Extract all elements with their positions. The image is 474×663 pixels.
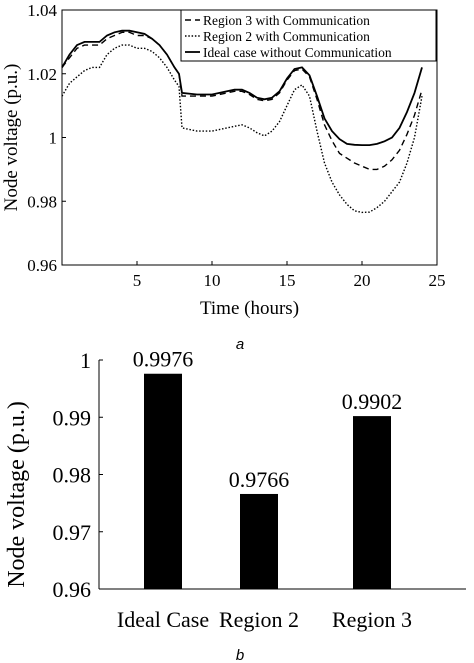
x-tick-label: 10 (204, 271, 221, 290)
series-line-2 (61, 44, 423, 214)
y-tick-label: 0.98 (27, 192, 57, 211)
data-labels: 0.9976 0.9766 0.9902 (133, 347, 403, 492)
y-tick-label: 0.96 (27, 256, 57, 275)
series-line-1 (61, 31, 423, 171)
bar-1 (144, 373, 182, 589)
x-tick-label: 25 (429, 271, 446, 290)
x-ticks: 5 10 15 20 25 (133, 261, 446, 290)
panel-label: b (236, 647, 244, 663)
bar-data-label: 0.9766 (229, 467, 290, 492)
legend-entry: Region 3 with Communication (203, 13, 370, 28)
y-tick-label: 1 (80, 348, 91, 373)
line-chart-panel: 5 10 15 20 25 0.96 0.98 1 1.02 1.04 Time (hours)… (1, 1, 446, 353)
panel-label: a (236, 336, 244, 353)
y-axis-label: Node voltage (p.u.) (1, 64, 22, 212)
x-tick-label: 20 (354, 271, 371, 290)
y-tick-label: 0.96 (53, 577, 92, 602)
y-tick-label: 1.02 (27, 65, 57, 84)
x-tick-label: 5 (133, 271, 142, 290)
category-label: Region 3 (332, 607, 412, 632)
y-ticks: 0.96 0.98 1 1.02 1.04 (27, 1, 66, 275)
legend-box (180, 9, 437, 62)
y-axis-label: Node voltage (p.u.) (4, 401, 30, 588)
bar-data-label: 0.9902 (342, 389, 403, 414)
category-labels: Ideal Case Region 2 Region 3 (117, 607, 412, 632)
y-tick-label: 1 (49, 129, 58, 148)
category-label: Ideal Case (117, 607, 209, 632)
y-ticks: 0.96 0.97 0.98 0.99 1 (53, 348, 103, 602)
y-tick-label: 0.98 (53, 463, 92, 488)
legend-entry: Ideal case without Communication (203, 45, 392, 60)
y-tick-label: 0.99 (53, 405, 92, 430)
bars (144, 373, 391, 589)
bar-data-label: 0.9976 (133, 347, 194, 372)
y-tick-label: 1.04 (27, 1, 57, 20)
category-label: Region 2 (219, 607, 299, 632)
x-axis-label: Time (hours) (200, 298, 299, 319)
series-lines (61, 29, 423, 214)
bar-2 (240, 493, 278, 589)
bar-chart-panel: 0.96 0.97 0.98 0.99 1 0.9976 0.9766 0.9902 Ide… (4, 347, 466, 663)
y-tick-label: 0.97 (53, 520, 92, 545)
legend-entry: Region 2 with Communication (203, 29, 370, 44)
series-line-3 (61, 29, 423, 146)
bar-3 (353, 416, 391, 589)
x-tick-label: 15 (279, 271, 296, 290)
